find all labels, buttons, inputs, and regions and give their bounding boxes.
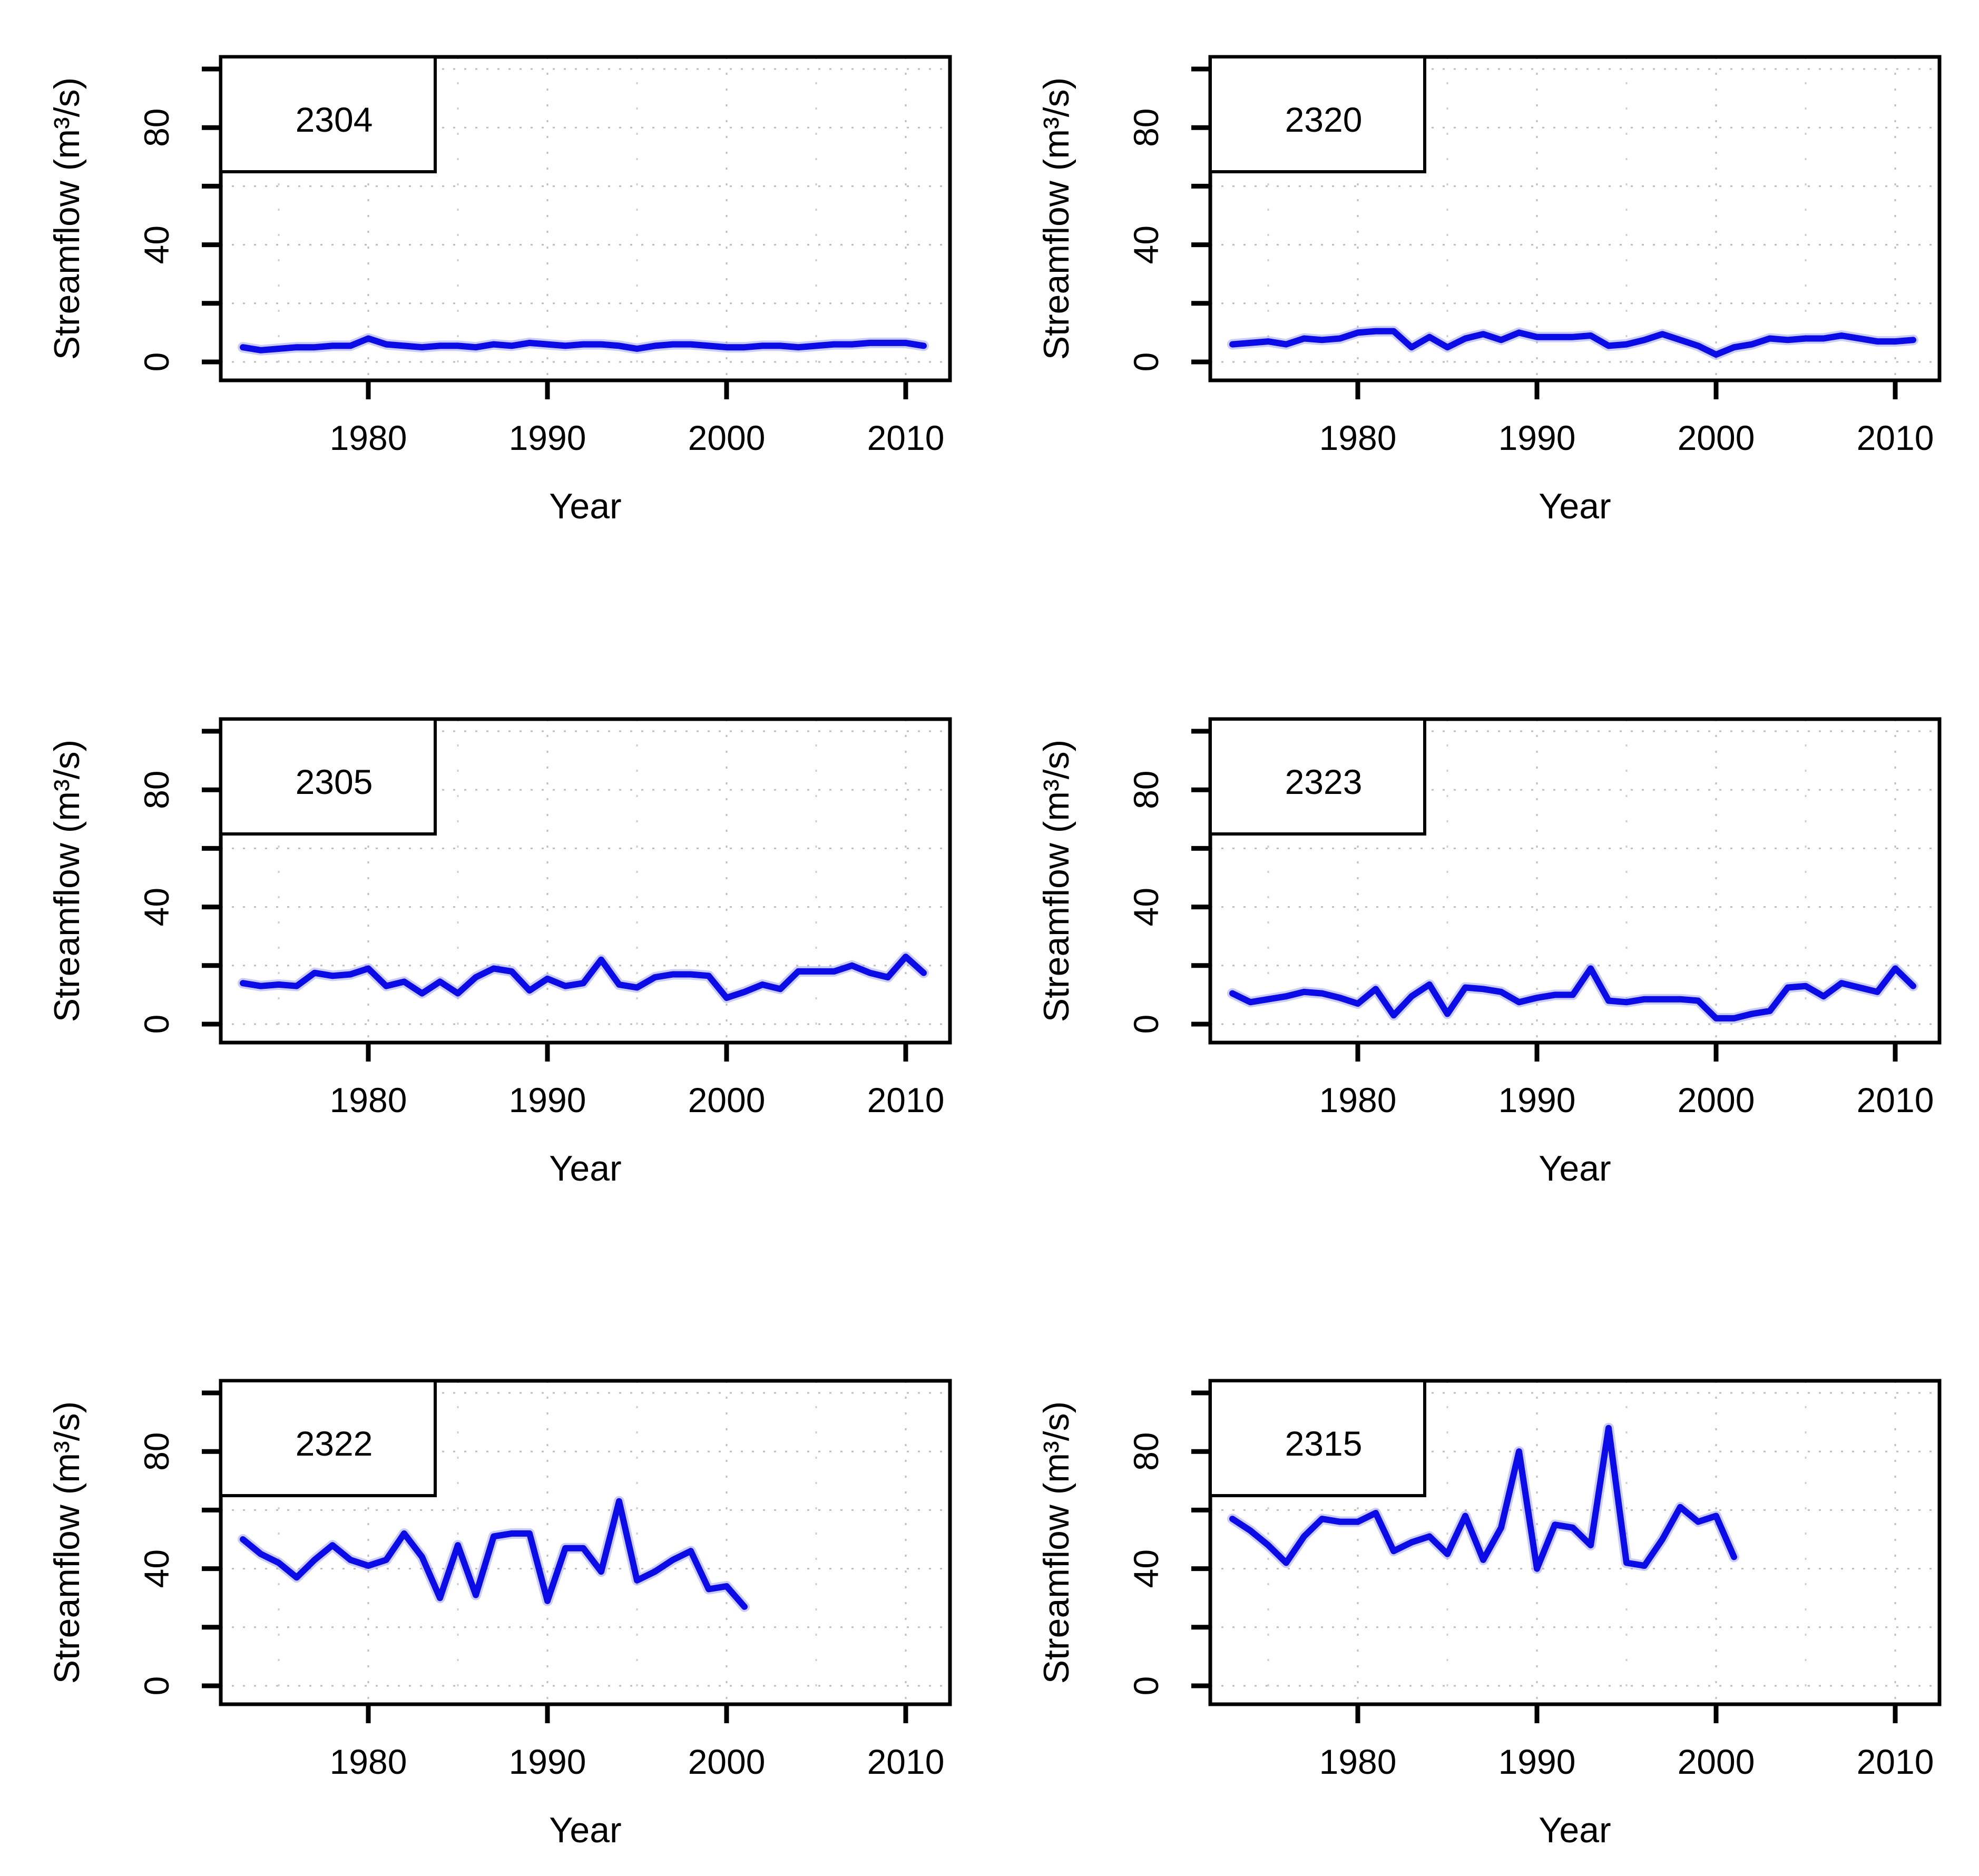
x-tick-label: 1990 <box>509 418 586 457</box>
y-tick-label: 0 <box>1126 1015 1165 1034</box>
x-axis-title: Year <box>1539 1810 1611 1850</box>
x-tick-label: 1980 <box>1319 1081 1397 1119</box>
chart-panel: 0 40 80 1980 1990 2000 2010 Streamflow (m³/s) Ye… <box>0 0 990 625</box>
x-tick-label: 2010 <box>1857 1742 1934 1781</box>
series-line <box>240 954 927 1001</box>
y-tick-label: 0 <box>1126 1676 1165 1696</box>
streamflow-chart-2304: 0 40 80 1980 1990 2000 2010 Streamflow (m³/s) Ye… <box>47 55 952 526</box>
streamflow-chart-2315: 0 40 80 1980 1990 2000 2010 Streamflow (m³/s) Ye… <box>1036 1379 1942 1850</box>
series-line <box>240 1498 748 1610</box>
series-line <box>1229 1425 1737 1572</box>
chart-panel: 0 40 80 1980 1990 2000 2010 Streamflow (m³/s) Ye… <box>0 625 990 1251</box>
x-tick-label: 1980 <box>1319 1742 1397 1781</box>
x-tick-label: 2010 <box>1857 1081 1934 1119</box>
x-tick-label: 1990 <box>509 1742 586 1781</box>
x-tick-label: 2010 <box>867 1081 945 1119</box>
x-tick-label: 2000 <box>1678 1081 1755 1119</box>
y-tick-label: 40 <box>137 1549 176 1588</box>
legend-box <box>219 55 437 173</box>
series-line <box>1229 328 1916 358</box>
y-axis-title: Streamflow (m³/s) <box>1036 740 1076 1022</box>
y-tick-label: 80 <box>1126 770 1165 809</box>
legend-box <box>1209 1379 1426 1497</box>
plot-border <box>219 55 952 382</box>
x-axis-title: Year <box>1539 486 1611 526</box>
x-axis-title: Year <box>1539 1148 1611 1189</box>
series-line <box>240 335 927 353</box>
plot-border <box>219 717 952 1045</box>
x-tick-label: 1990 <box>1498 418 1576 457</box>
plot-border <box>1208 717 1942 1045</box>
legend-box <box>1209 55 1426 173</box>
y-axis-title: Streamflow (m³/s) <box>47 740 87 1022</box>
y-tick-label: 0 <box>137 1015 176 1034</box>
x-tick-label: 2000 <box>1678 418 1755 457</box>
y-tick-label: 80 <box>137 1432 176 1470</box>
x-axis-title: Year <box>549 486 621 526</box>
x-tick-label: 2000 <box>688 1742 766 1781</box>
streamflow-chart-2305: 0 40 80 1980 1990 2000 2010 Streamflow (m³/s) Ye… <box>47 717 952 1189</box>
y-tick-label: 80 <box>1126 1432 1165 1470</box>
y-tick-label: 80 <box>1126 108 1165 146</box>
x-tick-label: 1980 <box>330 1081 407 1119</box>
x-tick-label: 1980 <box>330 418 407 457</box>
x-tick-label: 1990 <box>509 1081 586 1119</box>
y-tick-label: 40 <box>1126 1549 1165 1588</box>
x-tick-label: 2010 <box>1857 418 1934 457</box>
station-id-label: 2315 <box>1285 1424 1363 1463</box>
y-tick-label: 40 <box>1126 225 1165 264</box>
x-tick-label: 1980 <box>1319 418 1397 457</box>
y-axis-title: Streamflow (m³/s) <box>47 77 87 360</box>
streamflow-chart-2320: 0 40 80 1980 1990 2000 2010 Streamflow (m³/s) Ye… <box>1036 55 1942 526</box>
plot-border <box>219 1379 952 1706</box>
y-tick-label: 0 <box>1126 352 1165 372</box>
y-axis-title: Streamflow (m³/s) <box>1036 77 1076 360</box>
chart-panel: 0 40 80 1980 1990 2000 2010 Streamflow (m³/s) Ye… <box>990 1251 1979 1876</box>
x-tick-label: 1990 <box>1498 1742 1576 1781</box>
streamflow-chart-2323: 0 40 80 1980 1990 2000 2010 Streamflow (m³/s) Ye… <box>1036 717 1942 1189</box>
plot-border <box>1208 1379 1942 1706</box>
legend-box <box>219 1379 437 1497</box>
plot-border <box>1208 55 1942 382</box>
x-tick-label: 2010 <box>867 418 945 457</box>
series-line <box>1229 965 1916 1022</box>
y-tick-label: 40 <box>137 888 176 926</box>
y-axis-title: Streamflow (m³/s) <box>47 1401 87 1684</box>
y-tick-label: 0 <box>137 1676 176 1696</box>
y-tick-label: 40 <box>137 225 176 264</box>
station-id-label: 2305 <box>296 762 373 801</box>
legend-box <box>219 718 437 836</box>
chart-panel: 0 40 80 1980 1990 2000 2010 Streamflow (m³/s) Ye… <box>0 1251 990 1876</box>
x-axis-title: Year <box>549 1148 621 1189</box>
y-tick-label: 40 <box>1126 888 1165 926</box>
x-axis-title: Year <box>549 1810 621 1850</box>
x-tick-label: 1990 <box>1498 1081 1576 1119</box>
y-tick-label: 80 <box>137 108 176 146</box>
station-id-label: 2323 <box>1285 762 1363 801</box>
chart-panel: 0 40 80 1980 1990 2000 2010 Streamflow (m³/s) Ye… <box>990 0 1979 625</box>
legend-box <box>1209 718 1426 836</box>
x-tick-label: 2010 <box>867 1742 945 1781</box>
chart-panel: 0 40 80 1980 1990 2000 2010 Streamflow (m³/s) Ye… <box>990 625 1979 1251</box>
station-id-label: 2304 <box>296 100 373 139</box>
station-id-label: 2320 <box>1285 100 1363 139</box>
x-tick-label: 2000 <box>1678 1742 1755 1781</box>
x-tick-label: 1980 <box>330 1742 407 1781</box>
streamflow-chart-2322: 0 40 80 1980 1990 2000 2010 Streamflow (m³/s) Ye… <box>47 1379 952 1850</box>
x-tick-label: 2000 <box>688 418 766 457</box>
y-tick-label: 80 <box>137 770 176 809</box>
y-tick-label: 0 <box>137 352 176 372</box>
x-tick-label: 2000 <box>688 1081 766 1119</box>
station-id-label: 2322 <box>296 1424 373 1463</box>
y-axis-title: Streamflow (m³/s) <box>1036 1401 1076 1684</box>
